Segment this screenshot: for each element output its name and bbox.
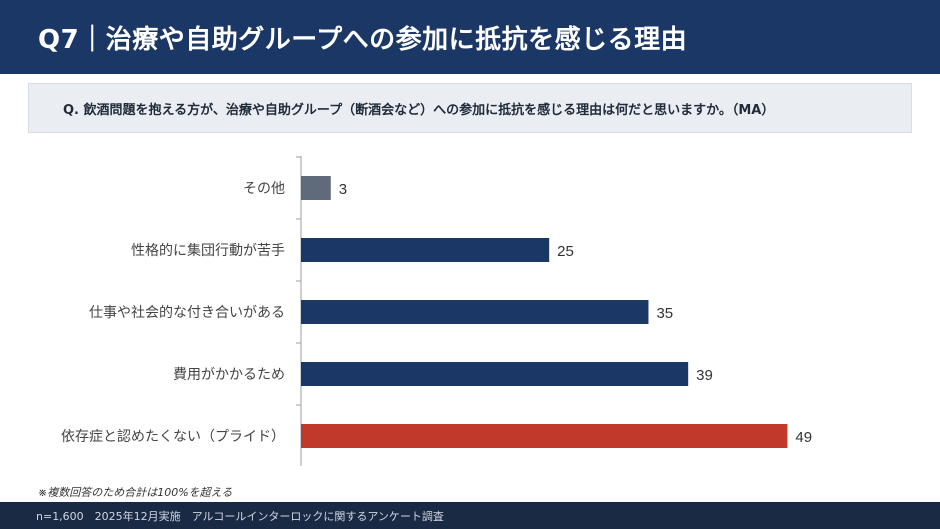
category-label: 仕事や社会的な付き合いがある: [89, 305, 285, 321]
bar: [301, 362, 689, 386]
bar: [301, 300, 649, 324]
question-box: Q. 飲酒問題を抱える方が、治療や自助グループ（断酒会など）への参加に抵抗を感じ…: [28, 83, 912, 133]
page-title: Q7｜治療や自助グループへの参加に抵抗を感じる理由: [0, 0, 940, 74]
footnote: ※複数回答のため合計は100%を超える: [38, 486, 233, 499]
bar: [301, 424, 788, 448]
footer-text: n=1,600 2025年12月実施 アルコールインターロックに関するアンケート…: [36, 509, 444, 523]
value-label: 3: [339, 181, 347, 198]
bar-chart: その他 3 性格的に集団行動が苦手 25 仕事や社会的な付き合いがある 35 費用がかかるた…: [0, 150, 940, 480]
category-label: 依存症と認めたくない（プライド）: [61, 429, 285, 445]
bar-chart-svg: その他 3 性格的に集団行動が苦手 25 仕事や社会的な付き合いがある 35 費用がかかるた…: [61, 156, 812, 466]
value-label: 49: [795, 429, 812, 446]
category-label: 性格的に集団行動が苦手: [131, 242, 285, 259]
question-text: Q. 飲酒問題を抱える方が、治療や自助グループ（断酒会など）への参加に抵抗を感じ…: [63, 102, 775, 118]
footer-bar: n=1,600 2025年12月実施 アルコールインターロックに関するアンケート…: [0, 502, 940, 529]
bar: [301, 238, 550, 262]
value-label: 25: [557, 243, 574, 260]
value-label: 39: [696, 367, 713, 384]
category-label: その他: [243, 181, 285, 197]
value-label: 35: [656, 305, 673, 322]
bar: [301, 176, 331, 200]
category-label: 費用がかかるため: [173, 367, 285, 383]
